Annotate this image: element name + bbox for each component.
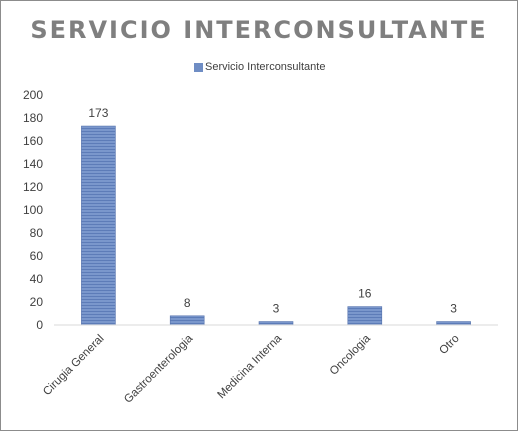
x-tick-label: Medicina Interna [216, 332, 285, 401]
chart-title: SERVICIO INTERCONSULTANTE [30, 16, 488, 44]
y-tick-label: 40 [30, 272, 44, 286]
bar [436, 321, 471, 326]
bar [347, 306, 383, 326]
bar [169, 315, 205, 326]
y-tick-label: 160 [23, 134, 43, 148]
data-label: 3 [450, 302, 457, 316]
legend: Servicio Interconsultante [194, 61, 325, 73]
bars: 173 8 3 16 3 [81, 106, 471, 326]
y-tick-label: 120 [23, 180, 43, 194]
legend-swatch [194, 62, 203, 72]
y-tick-label: 180 [23, 111, 43, 125]
y-tick-label: 60 [30, 249, 44, 263]
data-label: 16 [358, 287, 372, 301]
legend-label: Servicio Interconsultante [205, 61, 326, 73]
x-tick-label: Oncologia [328, 332, 374, 378]
bar [81, 125, 116, 326]
x-axis: Cirugia General Gastroenterologia Medicina… [41, 324, 498, 406]
bar [258, 321, 294, 326]
data-label: 3 [273, 302, 280, 316]
data-label: 8 [184, 296, 191, 310]
y-tick-label: 200 [23, 88, 43, 102]
x-tick-label: Gastroenterologia [122, 332, 196, 406]
x-tick-label: Otro [437, 333, 461, 357]
y-axis: 0 20 40 60 80 100 120 140 160 180 200 [23, 88, 43, 332]
y-tick-label: 0 [36, 318, 43, 332]
y-tick-label: 100 [23, 203, 43, 217]
y-tick-label: 80 [30, 226, 44, 240]
x-tick-label: Cirugia General [41, 333, 106, 398]
data-label: 173 [88, 106, 108, 120]
y-tick-label: 20 [30, 295, 44, 309]
y-tick-label: 140 [23, 157, 43, 171]
